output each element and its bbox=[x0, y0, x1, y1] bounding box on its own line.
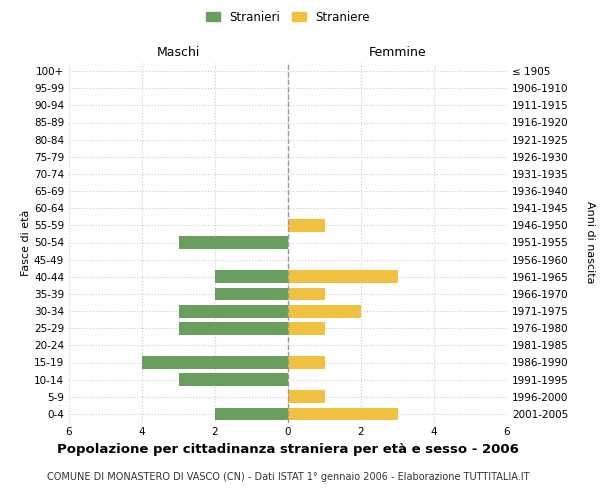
Bar bbox=[288, 270, 398, 283]
Bar bbox=[215, 270, 288, 283]
Bar bbox=[215, 288, 288, 300]
Text: Maschi: Maschi bbox=[157, 46, 200, 59]
Bar bbox=[288, 219, 325, 232]
Bar bbox=[288, 304, 361, 318]
Text: Popolazione per cittadinanza straniera per età e sesso - 2006: Popolazione per cittadinanza straniera p… bbox=[57, 442, 519, 456]
Bar bbox=[288, 322, 325, 334]
Bar bbox=[179, 373, 288, 386]
Bar bbox=[179, 304, 288, 318]
Text: Femmine: Femmine bbox=[368, 46, 427, 59]
Bar bbox=[179, 236, 288, 249]
Y-axis label: Anni di nascita: Anni di nascita bbox=[585, 201, 595, 284]
Legend: Stranieri, Straniere: Stranieri, Straniere bbox=[201, 6, 375, 28]
Bar bbox=[179, 322, 288, 334]
Bar bbox=[288, 390, 325, 403]
Bar bbox=[288, 288, 325, 300]
Bar bbox=[288, 356, 325, 369]
Text: COMUNE DI MONASTERO DI VASCO (CN) - Dati ISTAT 1° gennaio 2006 - Elaborazione TU: COMUNE DI MONASTERO DI VASCO (CN) - Dati… bbox=[47, 472, 529, 482]
Y-axis label: Fasce di età: Fasce di età bbox=[21, 210, 31, 276]
Bar bbox=[288, 408, 398, 420]
Bar bbox=[215, 408, 288, 420]
Bar bbox=[142, 356, 288, 369]
